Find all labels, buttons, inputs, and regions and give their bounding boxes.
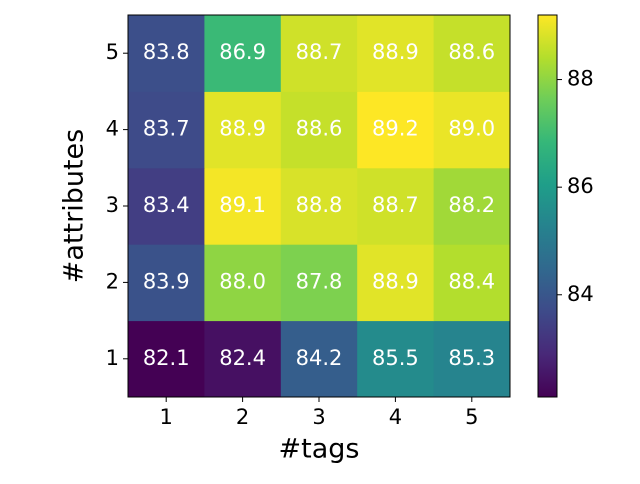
cell-label: 84.2 (296, 346, 343, 370)
heatmap-cell (280, 91, 358, 169)
colorbar-tick-label: 84 (567, 282, 594, 306)
cell-label: 88.7 (296, 40, 343, 64)
cell-label: 87.8 (296, 269, 343, 293)
heatmap-cell (280, 244, 358, 322)
heatmap-cell (433, 320, 511, 398)
colorbar (537, 14, 558, 398)
heatmap-cell (357, 244, 435, 322)
colorbar-tick-label: 88 (567, 67, 594, 91)
cell-label: 88.9 (372, 40, 419, 64)
heatmap-cell (204, 320, 282, 398)
cell-label: 83.4 (143, 193, 190, 217)
heatmap-cell (128, 15, 205, 92)
heatmap-cell (433, 167, 511, 245)
cell-label: 82.4 (219, 346, 266, 370)
heatmap-cell (128, 244, 205, 322)
heatmap-cell (357, 320, 435, 398)
cell-label: 88.9 (219, 117, 266, 141)
heatmap-cell (128, 167, 205, 245)
x-tick-label: 5 (465, 405, 478, 429)
colorbar-tick-label: 86 (567, 174, 594, 198)
x-tick-label: 2 (236, 405, 249, 429)
heatmap-cell (204, 15, 282, 92)
heatmap-cell (280, 320, 358, 398)
heatmap-cell (357, 91, 435, 169)
heatmap-cell (280, 15, 358, 92)
cell-label: 83.8 (143, 40, 190, 64)
x-tick-label: 3 (312, 405, 325, 429)
heatmap-cell (433, 15, 511, 92)
heatmap-cell (433, 91, 511, 169)
y-tick-label: 5 (106, 40, 119, 64)
cell-label: 88.7 (372, 193, 419, 217)
cell-label: 88.6 (296, 117, 343, 141)
heatmap-cell (357, 15, 435, 92)
cell-label: 85.3 (448, 346, 495, 370)
cell-label: 88.0 (219, 269, 266, 293)
cell-label: 83.9 (143, 269, 190, 293)
cell-label: 83.7 (143, 117, 190, 141)
y-tick-label: 2 (106, 269, 119, 293)
heatmap-cell (128, 320, 205, 398)
cell-label: 88.9 (372, 269, 419, 293)
y-tick-label: 4 (106, 117, 119, 141)
cell-label: 88.8 (296, 193, 343, 217)
y-axis-title: #attributes (59, 129, 90, 283)
cell-label: 89.1 (219, 193, 266, 217)
y-tick-label: 1 (106, 346, 119, 370)
cell-label: 89.0 (448, 117, 495, 141)
heatmap-cell (204, 167, 282, 245)
x-tick-label: 4 (389, 405, 402, 429)
cell-label: 88.6 (448, 40, 495, 64)
x-tick-label: 1 (160, 405, 173, 429)
cell-label: 85.5 (372, 346, 419, 370)
cell-label: 88.2 (448, 193, 495, 217)
cell-label: 86.9 (219, 40, 266, 64)
heatmap-cell (357, 167, 435, 245)
cell-label: 82.1 (143, 346, 190, 370)
x-axis-title: #tags (279, 434, 360, 465)
heatmap-cell (204, 91, 282, 169)
heatmap-cell (204, 244, 282, 322)
cell-label: 89.2 (372, 117, 419, 141)
heatmap-cell (128, 91, 205, 169)
y-tick-label: 3 (106, 193, 119, 217)
cell-label: 88.4 (448, 269, 495, 293)
heatmap-cell (280, 167, 358, 245)
heatmap-cell (433, 244, 511, 322)
